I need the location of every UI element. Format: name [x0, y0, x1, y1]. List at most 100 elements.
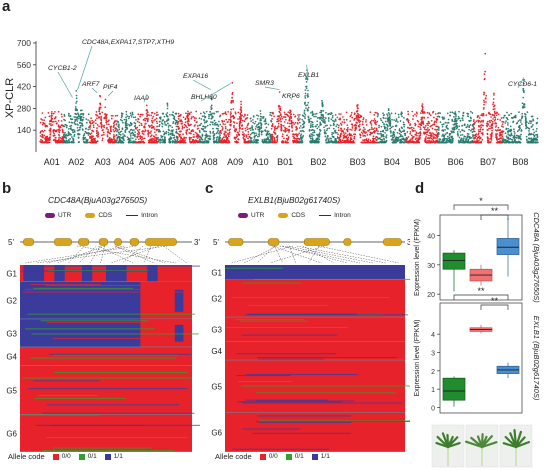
y-tick-label: 40 [427, 234, 435, 241]
legend-intron: Intron [126, 212, 158, 219]
snp-point [311, 137, 314, 139]
chrom-a08 [198, 93, 222, 144]
genotype-block [174, 324, 184, 342]
snp-point [428, 139, 430, 142]
chrom-label: B05 [414, 157, 430, 167]
snp-point [420, 124, 422, 127]
snp-point [209, 130, 212, 133]
genotype-block [225, 360, 405, 413]
snp-point [49, 132, 52, 134]
snp-point [435, 134, 437, 136]
snp-point [370, 128, 373, 130]
snp-point [44, 125, 47, 128]
snp-point [504, 114, 506, 117]
seedling-leaf [513, 429, 518, 449]
snp-point [451, 141, 453, 144]
snp-point [283, 116, 286, 118]
snp-point [247, 131, 250, 133]
snp-point [232, 101, 234, 103]
snp-point [154, 138, 156, 140]
snp-point [428, 134, 430, 137]
y-axis-title: XP-CLR [4, 78, 16, 118]
snp-point [470, 141, 473, 144]
snp-point [299, 118, 301, 120]
snp-point [255, 134, 258, 137]
snp-point [513, 134, 516, 137]
snp-point [198, 140, 201, 143]
snp-point [95, 111, 98, 113]
snp-point [117, 124, 120, 127]
snp-point [129, 134, 132, 137]
snp-point [89, 141, 91, 144]
snp-point [492, 98, 495, 100]
snp-point [117, 120, 119, 123]
snp-point [436, 134, 439, 136]
snp-point [161, 125, 164, 128]
snp-point [403, 141, 405, 144]
genotype-row [22, 291, 183, 293]
snp-point [57, 124, 60, 127]
snp-point [512, 116, 515, 119]
allele-00: 0/0 [52, 453, 71, 460]
snp-point [83, 140, 85, 143]
genotype-row [241, 385, 410, 387]
snp-point [215, 141, 218, 144]
snp-point [510, 132, 513, 135]
snp-point [437, 112, 439, 115]
snp-point [435, 121, 438, 123]
snp-point [522, 105, 525, 107]
snp-point [360, 115, 363, 118]
snp-point [125, 110, 128, 113]
snp-point [431, 127, 434, 130]
snp-point [299, 140, 301, 143]
snp-point [477, 124, 480, 127]
snp-point [484, 70, 487, 73]
snp-point [491, 126, 493, 129]
snp-point [228, 133, 231, 135]
legend-utr-label: UTR [58, 212, 72, 219]
snp-point [380, 125, 383, 128]
snp-point [290, 119, 293, 122]
snp-point [479, 136, 482, 139]
snp-point [474, 121, 476, 124]
genotype-row [46, 404, 180, 406]
snp-point [166, 115, 168, 118]
snp-point [340, 129, 342, 131]
snp-point [118, 126, 120, 129]
snp-point [126, 115, 129, 118]
snp-point [68, 112, 70, 115]
snp-point [469, 124, 472, 126]
snp-connector [100, 245, 106, 264]
snp-point [55, 130, 58, 133]
snp-point [174, 139, 177, 142]
snp-point [127, 141, 130, 144]
snp-point [431, 141, 433, 144]
snp-point [363, 141, 366, 144]
snp-point [522, 87, 525, 90]
snp-point [224, 127, 227, 130]
snp-point [204, 130, 206, 132]
snp-point [42, 130, 44, 133]
snp-point [483, 93, 485, 96]
genotype-block [140, 319, 192, 348]
snp-point [384, 127, 386, 130]
snp-point [328, 112, 330, 115]
snp-point [393, 135, 396, 137]
snp-point [199, 124, 202, 126]
snp-point [425, 136, 427, 138]
snp-point [323, 129, 326, 131]
snp-point [496, 136, 498, 139]
snp-point [156, 141, 159, 143]
snp-point [240, 124, 243, 127]
snp-point [134, 126, 137, 129]
snp-point [493, 92, 495, 95]
snp-point [507, 133, 509, 135]
snp-point [407, 141, 410, 144]
snp-point [421, 110, 423, 112]
snp-point [235, 128, 238, 130]
snp-point [79, 109, 82, 112]
allele-00-swatch-c [259, 453, 266, 460]
snp-point [112, 126, 115, 128]
snp-point [349, 139, 352, 142]
